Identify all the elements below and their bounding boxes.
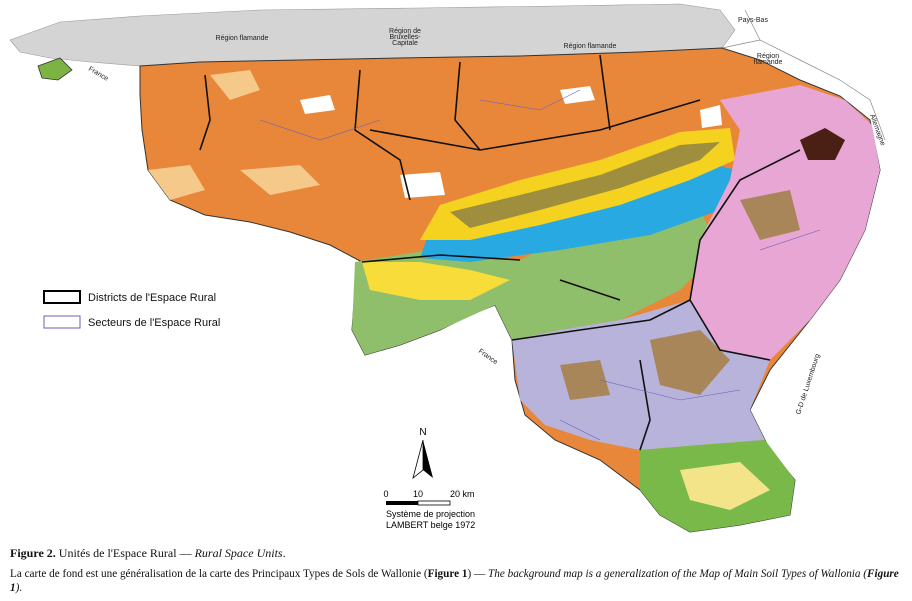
region-label: Capitale bbox=[392, 40, 418, 47]
soil-zone-south-yellow bbox=[680, 462, 770, 510]
note-text-en: The background map is a generalization o… bbox=[488, 568, 868, 580]
projection-label: Système de projection bbox=[386, 509, 475, 519]
country-label: France bbox=[87, 66, 109, 83]
caption: Figure 2. Unités de l'Espace Rural — Rur… bbox=[10, 546, 900, 601]
country-label: Pays-Bas bbox=[738, 17, 768, 24]
border-line bbox=[721, 9, 886, 141]
north-arrow bbox=[423, 440, 433, 478]
caption-note: La carte de fond est une généralisation … bbox=[10, 567, 900, 595]
country-label: France bbox=[477, 348, 499, 366]
note-text: ) — bbox=[467, 568, 489, 580]
soil-zone-yellow-west bbox=[362, 262, 510, 300]
soil-zone-darkbrown bbox=[800, 128, 845, 160]
scale-label: 0 bbox=[383, 489, 388, 499]
caption-figure: Figure 2. bbox=[10, 546, 56, 560]
region-label: Région bbox=[757, 53, 779, 60]
soil-zone-dark bbox=[450, 142, 720, 228]
soil-zone-lightorange bbox=[148, 70, 320, 200]
region-label: flamande bbox=[754, 59, 783, 66]
note-text-en: ). bbox=[15, 582, 23, 594]
scale-label: 10 bbox=[413, 489, 423, 499]
caption-title-fr: Unités de l'Espace Rural — bbox=[58, 546, 195, 560]
legend-label: Districts de l'Espace Rural bbox=[88, 292, 216, 304]
region-label: Région de bbox=[389, 28, 421, 35]
country-label: G-D de Luxembourg bbox=[795, 353, 821, 416]
legend-swatch-districts bbox=[43, 290, 81, 304]
legend-label: Secteurs de l'Espace Rural bbox=[88, 317, 220, 329]
note-ref: Figure 1 bbox=[427, 568, 468, 580]
region-label: Région flamande bbox=[564, 43, 617, 50]
region-label: Région flamande bbox=[216, 35, 269, 42]
district-boundary bbox=[199, 54, 801, 451]
caption-punct: . bbox=[282, 546, 286, 560]
region-label: Bruxelles- bbox=[389, 34, 421, 41]
scale-bar bbox=[386, 501, 418, 505]
scale-label: 20 km bbox=[450, 489, 475, 499]
map: Région flamande Région flamande Région d… bbox=[9, 3, 886, 533]
north-arrow bbox=[412, 439, 424, 480]
soil-zone-green bbox=[352, 210, 720, 355]
caption-title: Figure 2. Unités de l'Espace Rural — Rur… bbox=[10, 546, 900, 561]
caption-title-en: Rural Space Units bbox=[194, 546, 283, 560]
scale-bar bbox=[417, 500, 451, 506]
note-text: La carte de fond est une généralisation … bbox=[10, 568, 428, 580]
sector-boundary bbox=[259, 89, 821, 441]
north-label: N bbox=[419, 427, 426, 438]
west-enclave bbox=[37, 57, 73, 81]
note-ref: Figure 1 bbox=[10, 568, 899, 594]
projection-label: LAMBERT belge 1972 bbox=[386, 520, 475, 530]
soil-zone-brown bbox=[560, 190, 800, 400]
legend-swatch-sectors bbox=[43, 315, 81, 329]
